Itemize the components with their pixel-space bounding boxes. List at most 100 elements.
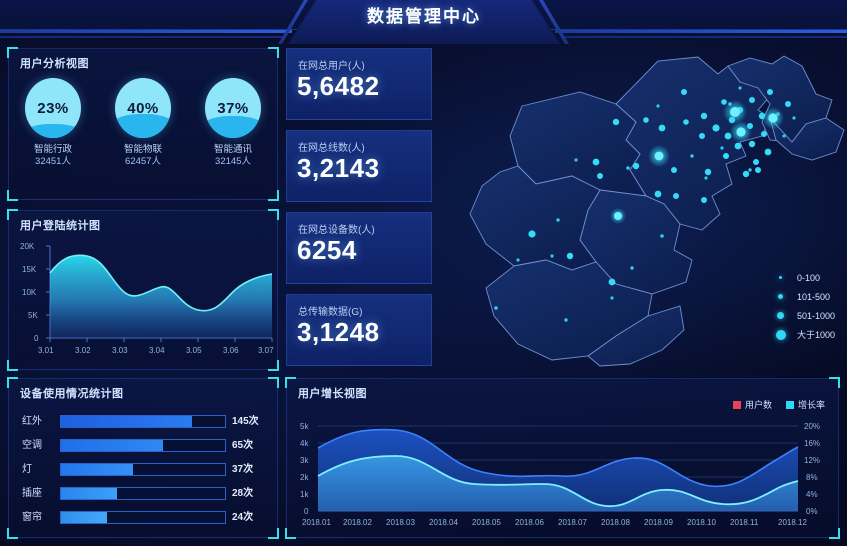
gauge-count: 32451人 — [35, 156, 71, 167]
growth-area-chart[interactable] — [286, 416, 839, 534]
login-area-chart[interactable] — [8, 238, 278, 366]
bar-track — [60, 439, 226, 452]
table-row[interactable]: 灯 37次 — [8, 462, 278, 477]
login-ytick-10k: 10K — [22, 288, 37, 297]
login-xtick-4: 3.05 — [186, 346, 202, 355]
growth-xtick-6: 2018.07 — [558, 518, 587, 527]
kpi-label: 总传输数据(G) — [298, 307, 363, 318]
corner-bracket-br — [829, 528, 840, 539]
header-rail2-right — [561, 36, 847, 38]
corner-bracket-tr — [268, 47, 279, 58]
login-xtick-0: 3.01 — [38, 346, 54, 355]
kpi-card-total-devices[interactable]: 在网总设备数(人) 6254 — [286, 212, 432, 284]
growth-xtick-11: 2018.12 — [778, 518, 807, 527]
kpi-card-total-users[interactable]: 在网总用户(人) 5,6482 — [286, 48, 432, 120]
gauge-count: 32145人 — [215, 156, 251, 167]
bar-label: 空调 — [22, 440, 42, 451]
growth-xtick-8: 2018.09 — [644, 518, 673, 527]
bar-fill — [61, 440, 163, 451]
gauge-count: 62457人 — [125, 156, 161, 167]
growth-xtick-3: 2018.04 — [429, 518, 458, 527]
panel-title-device-usage: 设备使用情况统计图 — [20, 388, 124, 400]
login-xtick-5: 3.06 — [223, 346, 239, 355]
panel-title-user-growth: 用户增长视图 — [298, 388, 367, 400]
growth-right-tick-20: 20% — [804, 422, 821, 431]
legend-item[interactable]: 501-1000 — [775, 306, 835, 325]
gauge-circle: 37% — [205, 78, 261, 138]
panel-user-analysis: 用户分析视图 23% 智能行政 32451人 40% 智能物联 — [7, 47, 279, 201]
region-map[interactable]: 0-100 101-500 501-1000 大于1000 — [440, 44, 847, 376]
login-xtick-3: 3.04 — [149, 346, 165, 355]
growth-xtick-4: 2018.05 — [472, 518, 501, 527]
legend-label: 501-1000 — [796, 310, 835, 321]
bar-fill — [61, 416, 193, 427]
bar-label: 红外 — [22, 416, 42, 427]
kpi-card-total-data[interactable]: 总传输数据(G) 3,1248 — [286, 294, 432, 366]
gauge-item[interactable]: 40% 智能物联 62457人 — [107, 78, 179, 168]
legend-item-growth[interactable]: 增长率 — [785, 398, 825, 411]
map-bubbles-large — [610, 100, 784, 224]
gauge-name: 智能通讯 — [213, 144, 252, 155]
growth-xtick-10: 2018.11 — [730, 518, 759, 527]
gauge-percent: 37% — [217, 99, 249, 117]
kpi-value: 6254 — [297, 235, 357, 265]
bar-track — [60, 463, 226, 476]
growth-left-tick-1k: 1k — [300, 490, 309, 499]
gauge-item[interactable]: 23% 智能行政 32451人 — [17, 78, 89, 168]
bar-track — [60, 487, 226, 500]
legend-item[interactable]: 0-100 — [775, 268, 835, 287]
login-xtick-6: 3.07 — [258, 346, 274, 355]
corner-bracket-tl — [7, 377, 18, 388]
map-svg[interactable] — [440, 44, 847, 376]
table-row[interactable]: 窗帘 24次 — [8, 510, 278, 525]
corner-bracket-bl — [7, 360, 18, 371]
table-row[interactable]: 插座 28次 — [8, 486, 278, 501]
growth-right-tick-16: 16% — [804, 439, 821, 448]
panel-login-stats: 用户登陆统计图 — [7, 209, 279, 371]
bar-track — [60, 415, 226, 428]
gauge-circle: 23% — [25, 78, 81, 138]
growth-left-tick-2k: 2k — [300, 473, 309, 482]
login-xtick-1: 3.02 — [75, 346, 91, 355]
corner-bracket-bl — [7, 190, 18, 201]
legend-item[interactable]: 101-500 — [775, 287, 835, 306]
kpi-card-total-lines[interactable]: 在网总线数(人) 3,2143 — [286, 130, 432, 202]
kpi-value: 5,6482 — [297, 71, 380, 101]
growth-rate-line — [317, 455, 799, 507]
gauge-item[interactable]: 37% 智能通讯 32145人 — [197, 78, 269, 168]
corner-bracket-tr — [829, 377, 840, 388]
bar-fill — [61, 488, 117, 499]
table-row[interactable]: 空调 65次 — [8, 438, 278, 453]
header-rail-left — [0, 30, 292, 33]
legend-item[interactable]: 大于1000 — [775, 325, 835, 344]
bar-value: 28次 — [232, 488, 254, 499]
growth-right-tick-4: 4% — [806, 490, 818, 499]
gauge-percent: 23% — [37, 99, 69, 117]
kpi-value: 3,1248 — [297, 317, 380, 347]
bar-value: 145次 — [232, 416, 259, 427]
growth-left-tick-0: 0 — [304, 507, 309, 516]
legend-label: 大于1000 — [796, 330, 835, 340]
login-ytick-15k: 15K — [22, 265, 37, 274]
legend-item-users[interactable]: 用户数 — [732, 398, 772, 411]
legend-dot-icon — [779, 276, 783, 279]
legend-dot-icon — [778, 294, 784, 299]
table-row[interactable]: 红外 145次 — [8, 414, 278, 429]
legend-swatch-icon — [785, 400, 794, 409]
growth-left-tick-4k: 4k — [300, 439, 309, 448]
legend-label: 增长率 — [797, 400, 825, 410]
kpi-value: 3,2143 — [297, 153, 380, 183]
corner-bracket-tl — [7, 209, 18, 220]
corner-bracket-bl — [7, 528, 18, 539]
corner-bracket-br — [268, 528, 279, 539]
bar-fill — [61, 464, 134, 475]
growth-xtick-2: 2018.03 — [386, 518, 415, 527]
legend-label: 0-100 — [796, 272, 820, 283]
kpi-label: 在网总用户(人) — [298, 61, 365, 72]
corner-bracket-tr — [268, 209, 279, 220]
bar-track — [60, 511, 226, 524]
growth-xtick-1: 2018.02 — [343, 518, 372, 527]
growth-left-tick-3k: 3k — [300, 456, 309, 465]
growth-right-tick-8: 8% — [806, 473, 818, 482]
gauge-percent: 40% — [127, 99, 159, 117]
